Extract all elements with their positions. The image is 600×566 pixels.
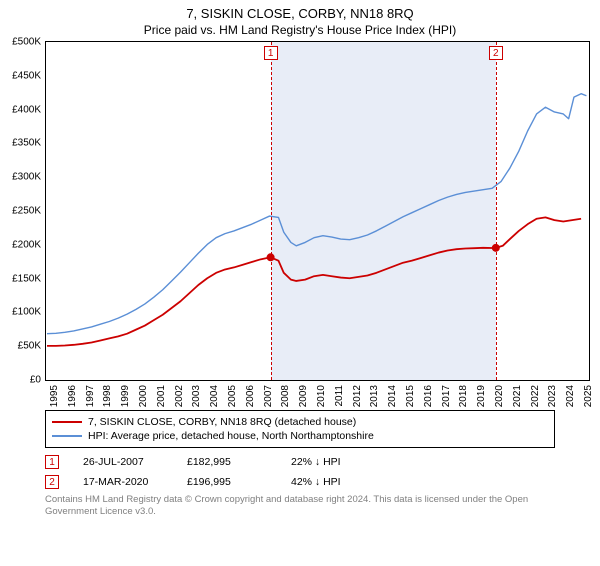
chart-container: { "title": "7, SISKIN CLOSE, CORBY, NN18… xyxy=(0,6,600,566)
x-tick-label: 1995 xyxy=(49,385,60,407)
y-tick-label: £250K xyxy=(12,206,41,217)
x-tick-label: 2005 xyxy=(227,385,238,407)
legend: 7, SISKIN CLOSE, CORBY, NN18 8RQ (detach… xyxy=(45,410,555,448)
transaction-price: £196,995 xyxy=(187,476,267,488)
sale-dot xyxy=(492,244,500,252)
x-tick-label: 2001 xyxy=(156,385,167,407)
legend-swatch xyxy=(52,435,82,437)
chart-title: 7, SISKIN CLOSE, CORBY, NN18 8RQ xyxy=(0,6,600,21)
plot: 12 xyxy=(45,41,590,381)
x-tick-label: 2023 xyxy=(547,385,558,407)
x-tick-label: 2012 xyxy=(352,385,363,407)
x-tick-label: 2022 xyxy=(530,385,541,407)
legend-swatch xyxy=(52,421,82,423)
sale-dot xyxy=(267,253,275,261)
x-tick-label: 1998 xyxy=(102,385,113,407)
x-tick-label: 2009 xyxy=(298,385,309,407)
x-tick-label: 2025 xyxy=(583,385,594,407)
x-tick-label: 1996 xyxy=(67,385,78,407)
x-tick-label: 2017 xyxy=(441,385,452,407)
chart-area: 12 £0£50K£100K£150K£200K£250K£300K£350K£… xyxy=(45,41,590,406)
x-tick-label: 2014 xyxy=(387,385,398,407)
x-tick-label: 2024 xyxy=(565,385,576,407)
legend-row: HPI: Average price, detached house, Nort… xyxy=(52,429,548,443)
x-tick-label: 2011 xyxy=(334,385,345,407)
y-tick-label: £0 xyxy=(30,375,41,386)
legend-row: 7, SISKIN CLOSE, CORBY, NN18 8RQ (detach… xyxy=(52,415,548,429)
x-tick-label: 2016 xyxy=(423,385,434,407)
y-tick-label: £450K xyxy=(12,70,41,81)
x-tick-label: 2015 xyxy=(405,385,416,407)
y-tick-label: £50K xyxy=(18,341,41,352)
x-tick-label: 2010 xyxy=(316,385,327,407)
legend-label: HPI: Average price, detached house, Nort… xyxy=(88,430,374,442)
x-tick-label: 2013 xyxy=(369,385,380,407)
x-tick-label: 2006 xyxy=(245,385,256,407)
transaction-marker: 1 xyxy=(45,455,59,469)
x-tick-label: 2004 xyxy=(209,385,220,407)
x-tick-label: 1997 xyxy=(85,385,96,407)
transaction-delta: 22% ↓ HPI xyxy=(291,456,371,468)
x-tick-label: 1999 xyxy=(120,385,131,407)
transaction-delta: 42% ↓ HPI xyxy=(291,476,371,488)
series-line xyxy=(47,217,581,345)
y-tick-label: £150K xyxy=(12,273,41,284)
transaction-row: 1 26-JUL-2007 £182,995 22% ↓ HPI xyxy=(45,452,555,472)
x-tick-label: 2021 xyxy=(512,385,523,407)
y-tick-label: £300K xyxy=(12,172,41,183)
y-tick-label: £400K xyxy=(12,104,41,115)
series-line xyxy=(47,94,586,334)
transaction-row: 2 17-MAR-2020 £196,995 42% ↓ HPI xyxy=(45,472,555,492)
x-tick-label: 2020 xyxy=(494,385,505,407)
y-tick-label: £100K xyxy=(12,307,41,318)
x-tick-label: 2003 xyxy=(191,385,202,407)
transactions-table: 1 26-JUL-2007 £182,995 22% ↓ HPI 2 17-MAR-202… xyxy=(45,452,555,492)
chart-subtitle: Price paid vs. HM Land Registry's House … xyxy=(0,23,600,37)
x-tick-label: 2007 xyxy=(263,385,274,407)
transaction-marker: 2 xyxy=(45,475,59,489)
x-tick-label: 2002 xyxy=(174,385,185,407)
transaction-date: 17-MAR-2020 xyxy=(83,476,163,488)
y-tick-label: £200K xyxy=(12,239,41,250)
transaction-date: 26-JUL-2007 xyxy=(83,456,163,468)
x-tick-label: 2019 xyxy=(476,385,487,407)
x-tick-label: 2000 xyxy=(138,385,149,407)
y-tick-label: £500K xyxy=(12,37,41,48)
transaction-price: £182,995 xyxy=(187,456,267,468)
x-tick-label: 2008 xyxy=(280,385,291,407)
legend-label: 7, SISKIN CLOSE, CORBY, NN18 8RQ (detach… xyxy=(88,416,356,428)
line-layer xyxy=(46,42,591,382)
y-tick-label: £350K xyxy=(12,138,41,149)
x-tick-label: 2018 xyxy=(458,385,469,407)
footer-note: Contains HM Land Registry data © Crown c… xyxy=(45,494,555,518)
